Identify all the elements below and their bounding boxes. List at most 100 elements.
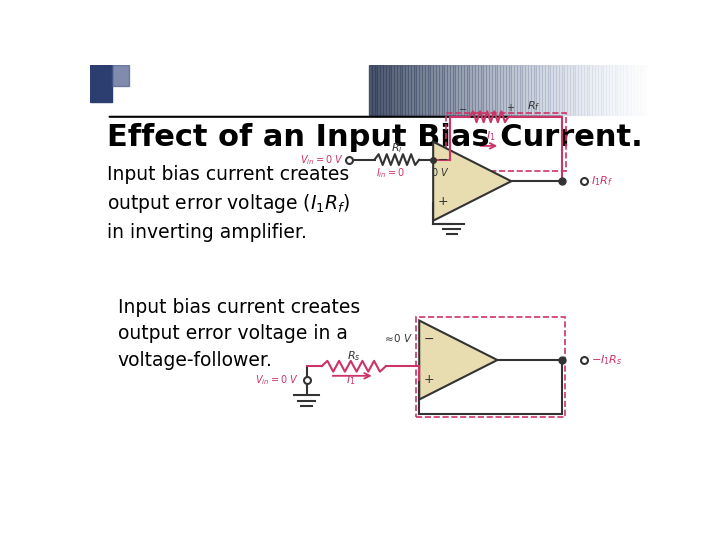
Bar — [539, 65, 542, 114]
Bar — [402, 65, 405, 114]
Bar — [559, 65, 562, 114]
Bar — [550, 65, 553, 114]
Bar — [587, 65, 590, 114]
Text: $-$: $-$ — [423, 332, 434, 345]
Bar — [90, 65, 112, 102]
Text: Input bias current creates
output error voltage ($I_1R_f$)
in inverting amplifie: Input bias current creates output error … — [107, 165, 350, 241]
Text: $V_{in}=0\ V$: $V_{in}=0\ V$ — [256, 373, 300, 387]
Bar — [377, 65, 380, 114]
Bar — [469, 65, 472, 114]
Bar — [629, 65, 631, 114]
Bar — [478, 65, 481, 114]
Bar — [553, 65, 556, 114]
Bar — [444, 65, 447, 114]
Polygon shape — [433, 141, 511, 221]
Bar — [408, 65, 411, 114]
Bar — [609, 65, 612, 114]
Bar — [386, 65, 389, 114]
Text: Input bias current creates
output error voltage in a
voltage-follower.: Input bias current creates output error … — [118, 298, 360, 370]
Bar — [517, 65, 520, 114]
Bar — [598, 65, 600, 114]
Bar — [472, 65, 475, 114]
Text: $-I_1R_s$: $-I_1R_s$ — [591, 353, 623, 367]
Text: $I_1$: $I_1$ — [346, 373, 356, 387]
Text: $-$: $-$ — [458, 103, 467, 112]
Bar — [500, 65, 503, 114]
Text: $+$: $+$ — [505, 102, 515, 112]
Text: $R_f$: $R_f$ — [527, 99, 540, 113]
Text: $I_{in}=0$: $I_{in}=0$ — [376, 166, 405, 180]
Bar — [392, 65, 394, 114]
Text: $-$: $-$ — [437, 153, 449, 166]
Bar — [495, 65, 498, 114]
Bar — [411, 65, 413, 114]
Bar — [584, 65, 587, 114]
Bar — [562, 65, 564, 114]
Bar — [428, 65, 431, 114]
Bar — [380, 65, 383, 114]
Bar — [450, 65, 453, 114]
Bar — [405, 65, 408, 114]
Text: $+$: $+$ — [423, 374, 434, 387]
Bar — [483, 65, 486, 114]
Bar — [642, 65, 645, 114]
Bar — [623, 65, 626, 114]
Bar — [600, 65, 603, 114]
Bar — [456, 65, 459, 114]
Bar — [369, 65, 372, 114]
Bar — [389, 65, 392, 114]
Bar — [508, 65, 511, 114]
Text: $+$: $+$ — [437, 195, 449, 208]
Bar — [645, 65, 648, 114]
Bar — [436, 65, 438, 114]
Polygon shape — [419, 321, 498, 400]
Bar — [590, 65, 593, 114]
Bar — [498, 65, 500, 114]
Bar — [372, 65, 374, 114]
Bar — [617, 65, 620, 114]
Bar — [615, 65, 617, 114]
Bar — [453, 65, 456, 114]
Bar — [639, 65, 642, 114]
Bar — [492, 65, 495, 114]
Bar — [481, 65, 483, 114]
Bar — [531, 65, 534, 114]
Bar — [542, 65, 545, 114]
Bar — [536, 65, 539, 114]
Bar — [422, 65, 425, 114]
Bar — [526, 65, 528, 114]
Bar — [570, 65, 572, 114]
Bar — [425, 65, 428, 114]
Text: $R_i$: $R_i$ — [391, 141, 402, 155]
Bar — [548, 65, 550, 114]
Bar — [514, 65, 517, 114]
Text: $0\ V$: $0\ V$ — [431, 166, 450, 178]
Bar — [464, 65, 467, 114]
Bar — [475, 65, 478, 114]
Bar — [419, 65, 422, 114]
Bar — [575, 65, 578, 114]
Bar — [637, 65, 639, 114]
Bar — [626, 65, 629, 114]
Bar — [374, 65, 377, 114]
Bar — [603, 65, 606, 114]
Text: Effect of an Input Bias Current.: Effect of an Input Bias Current. — [107, 123, 642, 152]
Bar — [511, 65, 514, 114]
Bar — [112, 65, 129, 85]
Bar — [489, 65, 492, 114]
Bar — [433, 65, 436, 114]
Bar — [383, 65, 386, 114]
Bar — [620, 65, 623, 114]
Bar — [595, 65, 598, 114]
Bar — [606, 65, 609, 114]
Bar — [441, 65, 444, 114]
Text: $R_s$: $R_s$ — [346, 349, 360, 362]
Bar — [593, 65, 595, 114]
Bar — [528, 65, 531, 114]
Bar — [556, 65, 559, 114]
Bar — [461, 65, 464, 114]
Text: $I_1$: $I_1$ — [486, 130, 495, 144]
Bar — [545, 65, 547, 114]
Bar — [612, 65, 615, 114]
Bar — [523, 65, 526, 114]
